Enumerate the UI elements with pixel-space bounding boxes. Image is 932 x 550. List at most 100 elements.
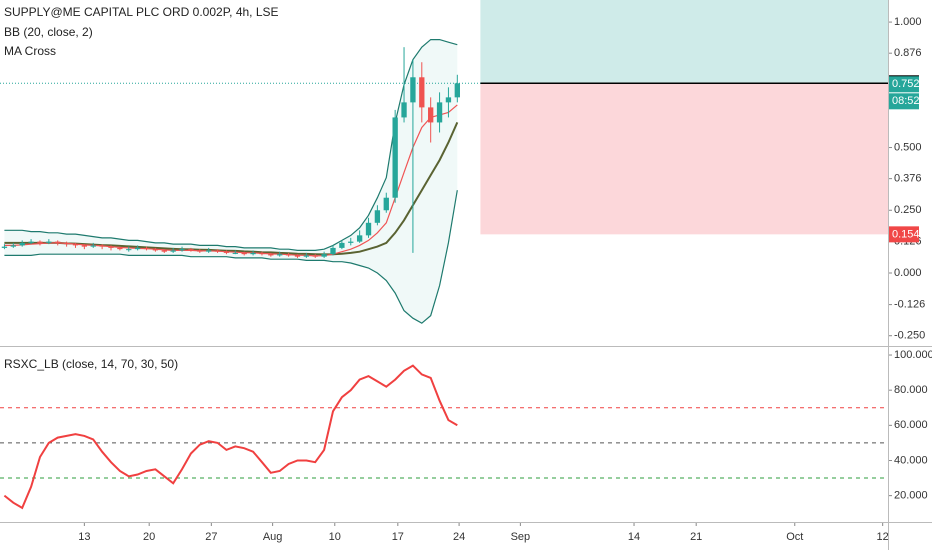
y-tick-label: 0.000 — [894, 267, 922, 279]
candle-body — [81, 245, 88, 247]
candle-body — [1, 246, 8, 248]
candle-body — [419, 77, 425, 108]
candle-body — [63, 242, 70, 245]
legend: SUPPLY@ME CAPITAL PLC ORD 0.002P, 4h, LS… — [4, 5, 279, 371]
candle-body — [206, 250, 212, 252]
candle-body — [374, 210, 381, 223]
ma-fast-line — [4, 104, 458, 257]
candle-body — [312, 255, 318, 257]
candle-body — [117, 247, 123, 250]
price-label-bg — [889, 76, 919, 93]
ma-slow-line — [4, 121, 459, 256]
candle-body — [436, 102, 443, 123]
candle-body — [348, 241, 354, 243]
candle-body — [46, 241, 52, 243]
y-tick-label: -0.250 — [894, 330, 925, 342]
candle-body — [152, 249, 159, 251]
x-tick-label: Sep — [511, 531, 531, 543]
y-tick-label: 1.000 — [894, 16, 922, 28]
countdown-bg — [889, 93, 919, 110]
bb-lower-line — [4, 190, 458, 324]
candle-body — [72, 244, 79, 246]
target-zone — [480, 0, 888, 84]
y-tick-label: 60.000 — [894, 419, 928, 431]
candle-body — [37, 241, 43, 243]
candle-body — [401, 102, 407, 118]
candle-body — [161, 250, 167, 252]
x-tick-label: 10 — [329, 531, 341, 543]
y-tick-label: 0.500 — [894, 141, 922, 153]
chart-title: SUPPLY@ME CAPITAL PLC ORD 0.002P, 4h, LS… — [4, 5, 279, 19]
bb-fill — [4, 39, 458, 324]
price-label-bg — [889, 226, 919, 243]
candle-body — [223, 251, 230, 253]
countdown: 08:52 — [892, 95, 920, 107]
candle-body — [126, 249, 132, 251]
indicator-label: BB (20, close, 2) — [4, 25, 93, 39]
y-tick-label: 100.000 — [894, 349, 932, 361]
candle-body — [188, 249, 194, 251]
price-label: 0.752 — [892, 78, 920, 90]
candle-body — [454, 83, 460, 98]
candle-body — [259, 252, 265, 255]
candle-body — [339, 242, 345, 248]
candle-body — [90, 245, 96, 247]
y-tick-label: -0.126 — [894, 299, 925, 311]
y-tick-label: 40.000 — [894, 454, 928, 466]
candle-body — [250, 252, 256, 255]
candle-body — [321, 254, 327, 257]
price-label: 0.154 — [892, 228, 920, 240]
stop-zone — [480, 83, 888, 235]
axes: 1.0000.8760.5000.3760.2500.1260.000-0.12… — [78, 16, 932, 543]
candle-body — [134, 247, 141, 250]
candle-body — [356, 235, 363, 242]
candle-body — [294, 255, 301, 257]
price-pane — [0, 0, 888, 324]
candle-body — [277, 254, 283, 256]
candle-body — [410, 77, 416, 103]
bb-upper-line — [4, 39, 458, 251]
candle-body — [108, 246, 114, 248]
y-tick-label: 80.000 — [894, 384, 928, 396]
y-tick-label: 0.876 — [894, 47, 922, 59]
rsi-line — [3, 364, 458, 510]
candle-body — [303, 255, 310, 257]
candle-body — [383, 197, 389, 211]
x-tick-label: 12 — [877, 531, 889, 543]
indicator-label: MA Cross — [4, 44, 56, 58]
candle-body — [241, 252, 247, 255]
candle-body — [55, 241, 61, 243]
candle-body — [10, 245, 16, 247]
x-tick-label: 21 — [690, 531, 702, 543]
candle-body — [197, 250, 203, 252]
candle-body — [232, 252, 238, 254]
candle-body — [99, 245, 105, 247]
rsi-pane — [0, 364, 888, 510]
candle-body — [330, 247, 336, 255]
candle-body — [28, 241, 34, 243]
x-tick-label: Oct — [786, 531, 803, 543]
candle-body — [392, 117, 398, 198]
candle-body — [428, 107, 434, 123]
candle-body — [268, 254, 274, 256]
x-tick-label: 14 — [628, 531, 640, 543]
candle-body — [143, 247, 150, 250]
candle-body — [445, 97, 452, 103]
indicator-title: RSXC_LB (close, 14, 70, 30, 50) — [4, 357, 178, 371]
candle-body — [365, 222, 372, 236]
y-tick-label: 20.000 — [894, 490, 928, 502]
candle-body — [214, 250, 221, 252]
x-tick-label: 24 — [453, 531, 465, 543]
candle-body — [170, 250, 176, 252]
x-tick-label: Aug — [263, 531, 283, 543]
y-tick-label: 0.250 — [894, 204, 922, 216]
candle-body — [19, 242, 25, 246]
x-tick-label: 27 — [205, 531, 217, 543]
y-tick-label: 0.376 — [894, 173, 922, 185]
candle-body — [285, 254, 292, 256]
x-tick-label: 20 — [143, 531, 155, 543]
candle-body — [179, 249, 185, 251]
x-tick-label: 13 — [78, 531, 90, 543]
